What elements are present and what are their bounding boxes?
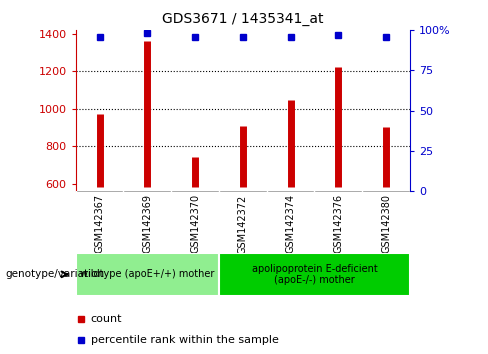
Text: GSM142370: GSM142370: [190, 194, 200, 253]
Text: apolipoprotein E-deficient
(apoE-/-) mother: apolipoprotein E-deficient (apoE-/-) mot…: [251, 263, 377, 285]
Text: GSM142372: GSM142372: [238, 194, 248, 253]
Text: GSM142367: GSM142367: [95, 194, 104, 253]
Title: GDS3671 / 1435341_at: GDS3671 / 1435341_at: [162, 12, 324, 26]
Text: genotype/variation: genotype/variation: [5, 269, 104, 279]
Text: wildtype (apoE+/+) mother: wildtype (apoE+/+) mother: [80, 269, 214, 279]
Bar: [76, 253, 219, 296]
Text: GSM142380: GSM142380: [381, 194, 391, 253]
Text: count: count: [91, 314, 122, 324]
Text: GSM142376: GSM142376: [333, 194, 343, 253]
Text: percentile rank within the sample: percentile rank within the sample: [91, 335, 279, 345]
Text: GSM142374: GSM142374: [285, 194, 296, 253]
Text: GSM142369: GSM142369: [142, 194, 152, 253]
Bar: [219, 253, 410, 296]
